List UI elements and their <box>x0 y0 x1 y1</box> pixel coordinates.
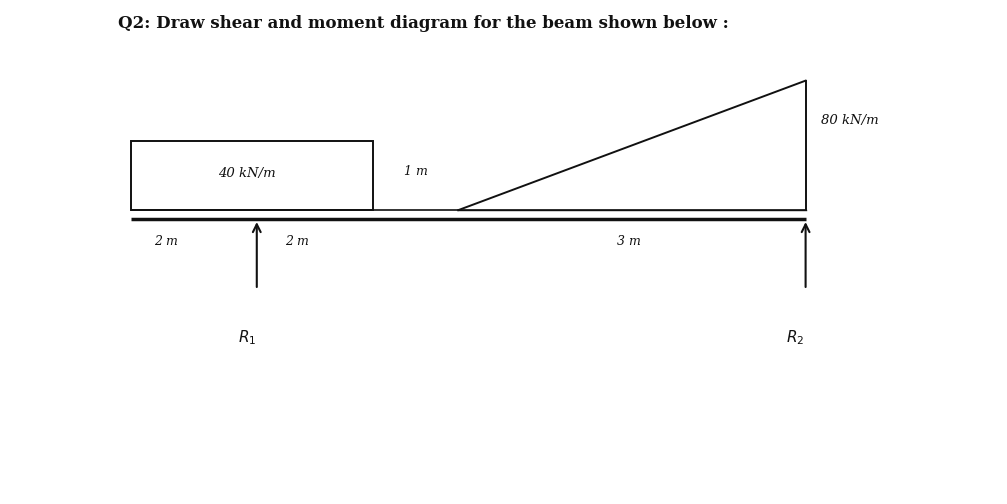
Polygon shape <box>458 81 806 210</box>
Text: 1 m: 1 m <box>404 165 428 178</box>
Text: 40 kN/m: 40 kN/m <box>218 167 276 180</box>
Text: 3 m: 3 m <box>617 235 641 248</box>
Text: 2 m: 2 m <box>154 235 178 248</box>
Bar <box>131 141 373 210</box>
Text: $R_1$: $R_1$ <box>238 328 256 347</box>
Text: 2 m: 2 m <box>285 235 309 248</box>
Text: $R_2$: $R_2$ <box>786 328 805 347</box>
Text: Q2: Draw shear and moment diagram for the beam shown below :: Q2: Draw shear and moment diagram for th… <box>118 15 728 32</box>
Text: 80 kN/m: 80 kN/m <box>821 114 878 128</box>
